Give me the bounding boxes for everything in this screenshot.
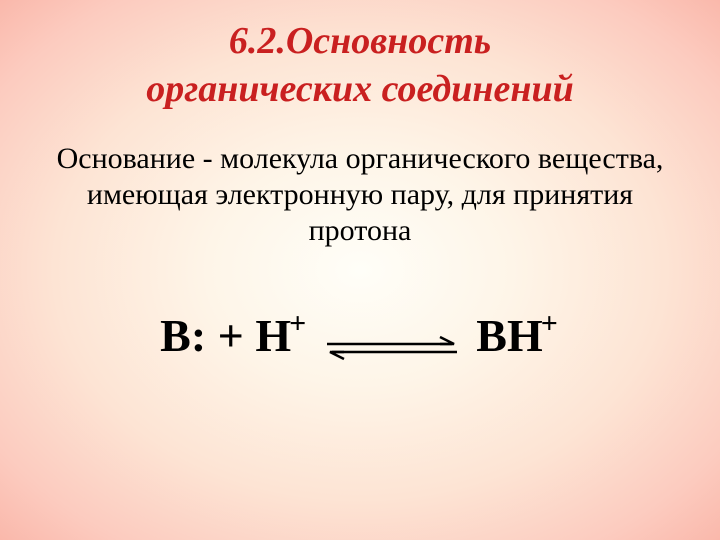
right-base: BH <box>476 309 542 362</box>
definition-text: Основание - молекула органического вещес… <box>0 113 720 249</box>
equilibrium-arrow-icon <box>322 321 462 351</box>
left-superscript: + <box>289 307 306 341</box>
slide-title: 6.2.Основность органических соединений <box>0 0 720 113</box>
equation-left: B: + H+ <box>160 309 308 362</box>
chemical-equation: B: + H+ BH+ <box>0 309 720 362</box>
equation-right: BH+ <box>476 309 560 362</box>
left-base: B: + H <box>160 309 291 362</box>
title-line-1: 6.2.Основность <box>229 20 491 62</box>
title-line-2: органических соединений <box>146 68 573 110</box>
right-superscript: + <box>541 307 558 341</box>
